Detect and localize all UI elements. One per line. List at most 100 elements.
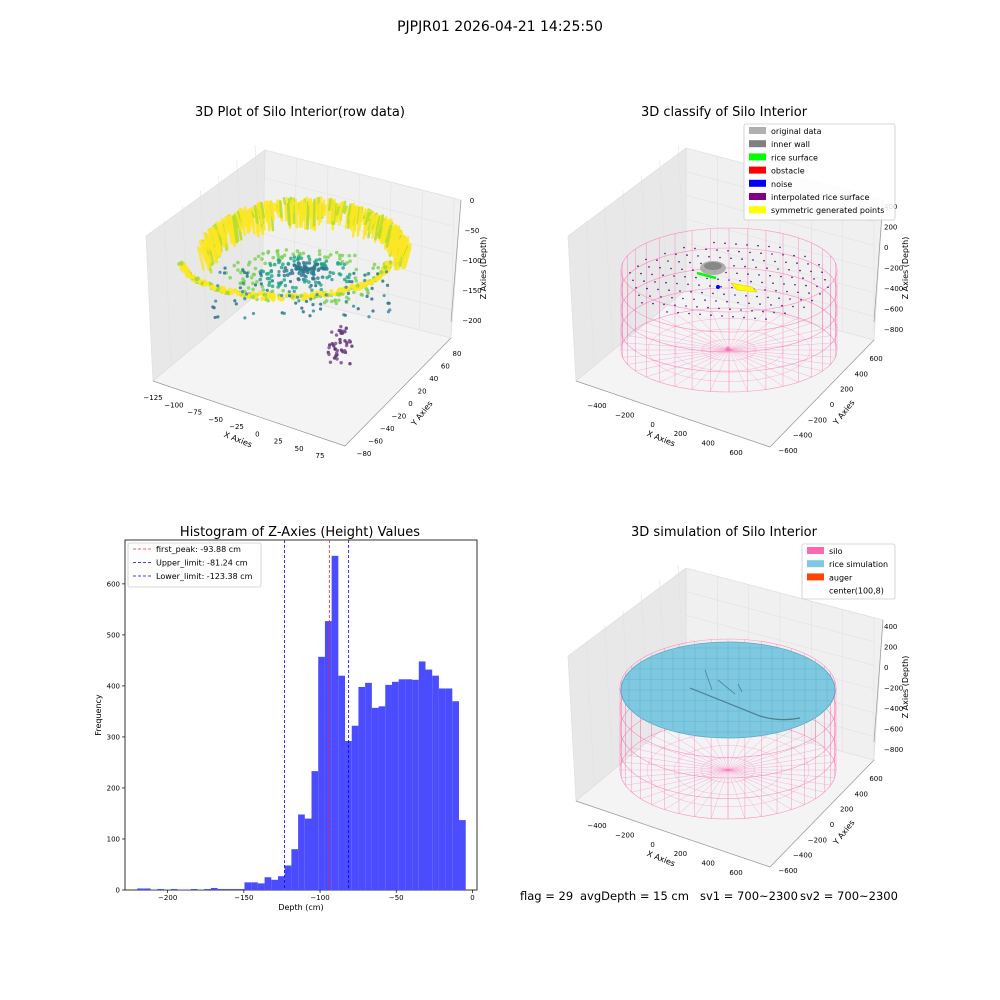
raw-left-grid-line	[182, 205, 190, 351]
raw-point	[295, 266, 300, 271]
cls-legend-label: obstacle	[771, 167, 805, 176]
cls-z-tick-label: −400	[884, 285, 903, 293]
cls-interpolated-point	[781, 304, 783, 307]
raw-point	[347, 272, 352, 277]
raw-point	[344, 326, 349, 330]
raw-point	[246, 293, 252, 298]
cls-legend-swatch	[749, 206, 766, 214]
cls-interpolated-point	[686, 254, 688, 256]
raw-point	[347, 279, 352, 284]
cls-interpolated-point	[819, 293, 821, 295]
histogram-bar	[284, 865, 292, 890]
raw-point	[258, 277, 263, 282]
raw-scan-streak	[244, 209, 250, 234]
cls-interpolated-point	[784, 312, 786, 315]
histogram-bar	[358, 686, 366, 890]
cls-x-tick-label: 400	[702, 440, 715, 448]
cls-interpolated-point	[690, 291, 692, 293]
raw-point	[292, 259, 297, 263]
simulation-legend-frame	[801, 543, 896, 600]
sim-y-tick-label: −600	[778, 867, 797, 875]
cls-interpolated-point	[800, 299, 802, 301]
histogram-bar	[304, 818, 312, 890]
raw-point	[386, 301, 390, 305]
raw-point	[309, 291, 314, 296]
raw-point	[267, 283, 271, 287]
cls-left-grid-line	[622, 190, 632, 336]
raw-point	[259, 272, 263, 276]
cls-interpolated-point	[757, 244, 759, 247]
raw-point	[384, 270, 389, 274]
cls-interpolated-point	[696, 306, 698, 308]
raw-point	[317, 257, 322, 262]
raw-point	[319, 287, 324, 292]
histogram-bar	[277, 876, 285, 890]
raw-point	[276, 255, 281, 259]
cls-interpolated-point	[638, 294, 640, 297]
cls-interpolated-point	[665, 281, 667, 284]
sim-y-tick-label: 400	[855, 790, 868, 798]
cls-interpolated-point	[765, 318, 767, 320]
raw-point	[302, 273, 306, 277]
raw-point	[308, 285, 312, 289]
sim-y-tick-label: −200	[808, 836, 827, 844]
cls-interpolated-point	[740, 309, 742, 311]
raw-scan-streak	[272, 202, 277, 212]
sim-x-tick-label: −400	[587, 822, 606, 830]
cls-x-tick-label: −400	[587, 402, 606, 410]
cls-legend-label: inner wall	[771, 140, 810, 149]
cls-interpolated-point	[810, 270, 812, 273]
cls-interpolated-point	[656, 259, 658, 262]
raw-point	[294, 285, 298, 290]
raw-z-tick-label: −150	[462, 287, 481, 295]
raw-point	[309, 297, 313, 301]
raw-point	[330, 278, 334, 282]
raw-scan-streak	[321, 199, 326, 217]
raw-point	[330, 342, 335, 346]
histogram-bar	[418, 661, 426, 890]
cls-interpolated-point	[704, 299, 706, 301]
classify-legend: original data inner wall rice surface obsta…	[743, 123, 896, 221]
raw-x-tick-label: 75	[316, 452, 325, 460]
raw-scan-streak	[222, 218, 230, 233]
raw-point	[229, 291, 234, 296]
cls-interpolated-point	[660, 296, 662, 298]
raw-point	[320, 292, 325, 297]
raw-scan-streak	[377, 217, 384, 237]
cls-interpolated-point	[748, 302, 750, 305]
cls-y-tick-label: 200	[840, 386, 853, 394]
raw-point	[292, 263, 297, 268]
cls-interpolated-point	[744, 265, 746, 268]
cls-interpolated-point	[768, 245, 770, 248]
raw-point	[348, 362, 352, 366]
raw-point	[291, 252, 296, 257]
histogram-bar	[177, 889, 185, 890]
cls-interpolated-point	[735, 243, 737, 245]
raw-point	[288, 271, 293, 276]
cls-z-tick-label: 200	[884, 224, 897, 232]
cls-interpolated-point	[706, 277, 708, 280]
cls-interpolated-point	[646, 287, 648, 290]
cls-interpolated-point	[719, 256, 721, 259]
raw-point	[341, 266, 345, 270]
raw-scan-streak	[403, 247, 412, 269]
raw-point	[255, 280, 259, 284]
raw-point	[240, 290, 245, 294]
raw-point	[343, 313, 347, 317]
cls-z-grid-line	[685, 289, 875, 341]
cls-interpolated-point	[727, 250, 729, 252]
histogram-bar	[217, 888, 225, 890]
raw-point	[184, 273, 190, 278]
raw-point	[264, 272, 269, 276]
cls-interpolated-point	[733, 265, 735, 267]
raw-point	[345, 341, 349, 345]
footer-sv1: sv1 = 700~2300	[700, 889, 798, 903]
cls-interpolated-point	[779, 246, 781, 249]
cls-interpolated-point	[667, 260, 669, 262]
cls-interpolated-point	[730, 257, 732, 260]
cls-legend-label: interpolated rice surface	[771, 193, 869, 202]
raw-point	[222, 271, 227, 275]
raw-point	[346, 286, 352, 291]
cls-interpolated-point	[736, 272, 738, 275]
raw-z-tick-label: 0	[470, 197, 474, 205]
